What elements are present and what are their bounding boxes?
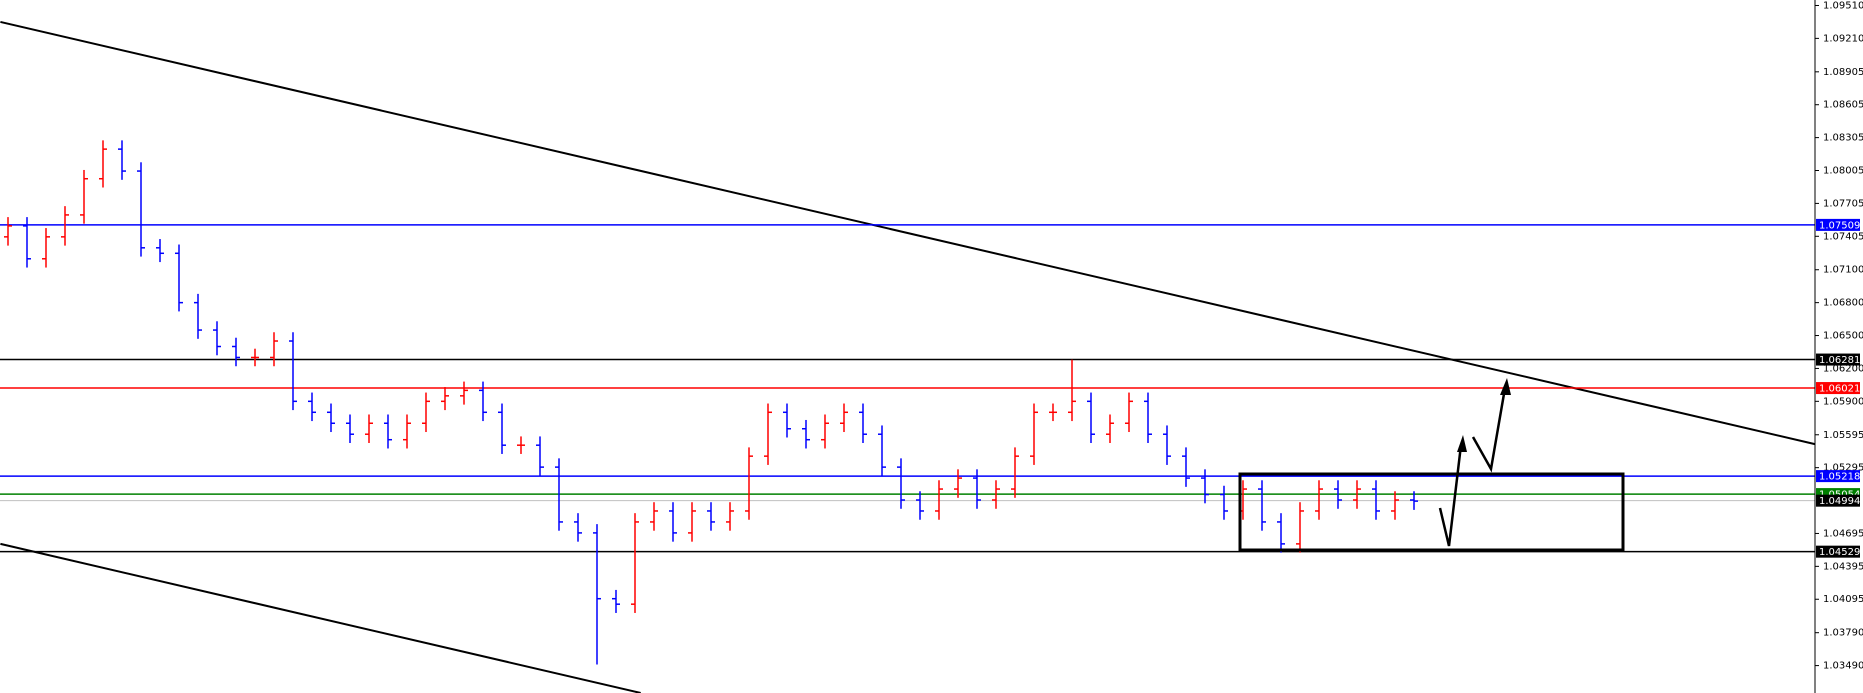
price-level-tag: [1816, 494, 1860, 507]
y-tick-label: 1.07405: [1823, 231, 1863, 242]
y-tick-label: 1.04095: [1823, 594, 1863, 605]
y-tick-label: 1.06800: [1823, 298, 1863, 309]
price-level-tag: [1816, 545, 1860, 558]
y-tick-label: 1.07705: [1823, 198, 1863, 209]
price-level-label: 1.06281: [1819, 355, 1860, 366]
y-tick-label: 1.05900: [1823, 396, 1863, 407]
y-tick-label: 1.06200: [1823, 363, 1863, 374]
y-tick-label: 1.03490: [1823, 661, 1863, 672]
y-tick-label: 1.09510: [1823, 0, 1863, 11]
price-level-tag: [1816, 470, 1860, 483]
price-level-tag: [1816, 353, 1860, 366]
price-level-label: 1.06021: [1819, 384, 1860, 395]
trendline: [0, 542, 641, 693]
y-tick-label: 1.04395: [1823, 561, 1863, 572]
price-level-label: 1.04529: [1819, 547, 1860, 558]
y-tick-label: 1.08305: [1823, 133, 1863, 144]
trendline: [0, 20, 1816, 446]
y-tick-label: 1.08905: [1823, 67, 1863, 78]
y-tick-label: 1.09210: [1823, 33, 1863, 44]
y-tick-label: 1.08005: [1823, 166, 1863, 177]
price-level-label: 1.07509: [1819, 220, 1860, 231]
price-level-tag: [1816, 218, 1860, 231]
arrow-head: [1457, 435, 1467, 452]
plot-area: [0, 20, 1816, 693]
y-tick-label: 1.06500: [1823, 331, 1863, 342]
range-box: [1238, 472, 1625, 552]
forecast-arrow: [1471, 387, 1507, 473]
arrow-head: [1500, 378, 1511, 395]
price-level-label: 1.04994: [1819, 496, 1860, 507]
y-tick-label: 1.03790: [1823, 628, 1863, 639]
y-tick-label: 1.05295: [1823, 463, 1863, 474]
forecast-arrow: [1438, 444, 1463, 547]
y-tick-label: 1.08605: [1823, 100, 1863, 111]
price-level-tag: [1816, 382, 1860, 395]
y-tick-label: 1.04695: [1823, 528, 1863, 539]
price-scale: 1.09510 1.09210 1.08905 1.08605 1.08305 1.080…: [1815, 0, 1863, 672]
y-tick-label: 1.05595: [1823, 430, 1863, 441]
price-level-label: 1.05218: [1819, 472, 1860, 483]
y-tick-label: 1.07100: [1823, 265, 1863, 276]
